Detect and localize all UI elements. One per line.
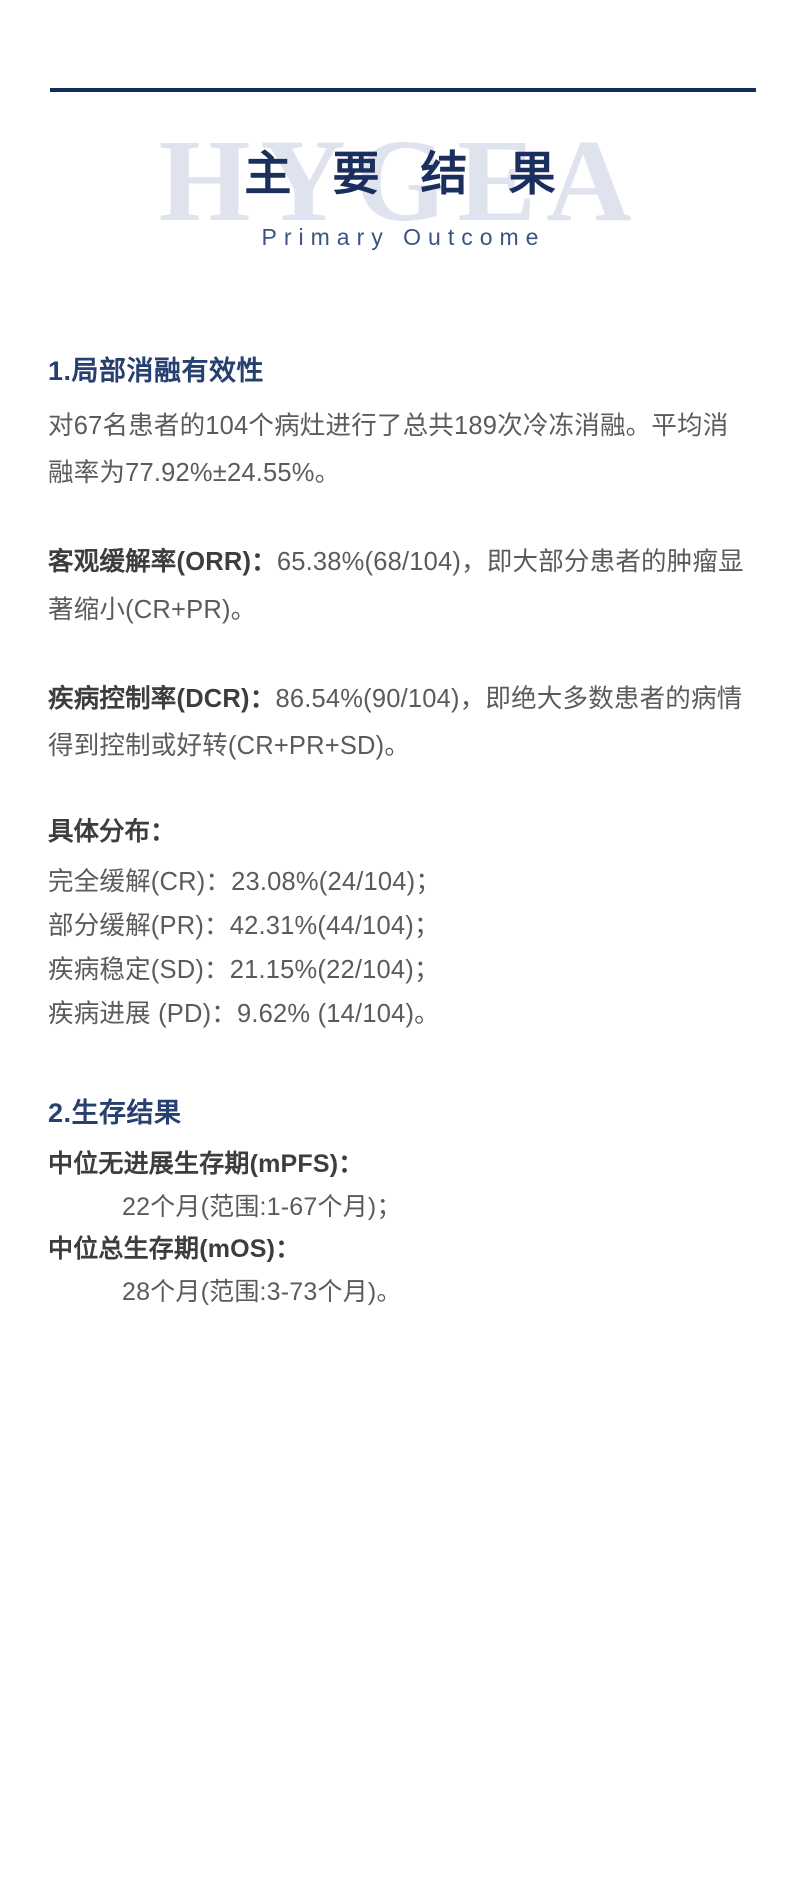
mpfs-label: 中位无进展生存期(mPFS)： — [48, 1150, 364, 1179]
orr-label: 客观缓解率(ORR)： — [48, 548, 277, 577]
dcr-line: 疾病控制率(DCR)：86.54%(90/104)，即绝大多数患者的病情得到控制… — [48, 676, 752, 770]
dcr-label: 疾病控制率(DCR)： — [48, 684, 276, 713]
distribution-item: 疾病进展 (PD)：9.62% (14/104)。 — [48, 999, 440, 1028]
document-content: 1.局部消融有效性 对67名患者的104个病灶进行了总共189次冷冻消融。平均消… — [0, 354, 800, 1315]
hygea-watermark-text: HYGEA — [158, 115, 642, 246]
distribution-block: 具体分布： 完全缓解(CR)：23.08%(24/104)； 部分缓解(PR)：… — [48, 812, 752, 1036]
distribution-item: 疾病稳定(SD)：21.15%(22/104)； — [48, 955, 440, 984]
orr-block: 客观缓解率(ORR)：65.38%(68/104)，即大部分患者的肿瘤显著缩小(… — [48, 539, 752, 633]
distribution-item: 部分缓解(PR)：42.31%(44/104)； — [48, 911, 440, 940]
orr-value: 65.38%(68/104)，即大部分患者的肿瘤显著缩小(CR+PR)。 — [48, 548, 744, 624]
section1-heading: 1.局部消融有效性 — [48, 356, 265, 386]
orr-line: 客观缓解率(ORR)：65.38%(68/104)，即大部分患者的肿瘤显著缩小(… — [48, 539, 752, 633]
section2-block: 2.生存结果 中位无进展生存期(mPFS)： 22个月(范围:1-67个月)； … — [48, 1096, 752, 1315]
page-subtitle: Primary Outcome — [261, 224, 546, 250]
title-block: HYGEA 主 要 结 果 Primary Outcome — [0, 114, 800, 262]
dcr-block: 疾病控制率(DCR)：86.54%(90/104)，即绝大多数患者的病情得到控制… — [48, 676, 752, 770]
section1-paragraph: 对67名患者的104个病灶进行了总共189次冷冻消融。平均消融率为77.92%±… — [48, 412, 729, 488]
distribution-title: 具体分布： — [48, 818, 176, 847]
section2-heading: 2.生存结果 — [48, 1098, 182, 1129]
page-title: 主 要 结 果 — [244, 147, 570, 200]
mos-value: 28个月(范围:3-73个月)。 — [122, 1278, 402, 1307]
dcr-value: 86.54%(90/104)，即绝大多数患者的病情得到控制或好转(CR+PR+S… — [48, 684, 743, 760]
mos-label: 中位总生存期(mOS)： — [48, 1235, 301, 1264]
page-header: HYGEA 主 要 结 果 Primary Outcome — [0, 0, 800, 262]
distribution-item: 完全缓解(CR)：23.08%(24/104)； — [48, 867, 442, 896]
header-divider-rule — [50, 88, 756, 92]
mpfs-value: 22个月(范围:1-67个月)； — [122, 1193, 402, 1222]
